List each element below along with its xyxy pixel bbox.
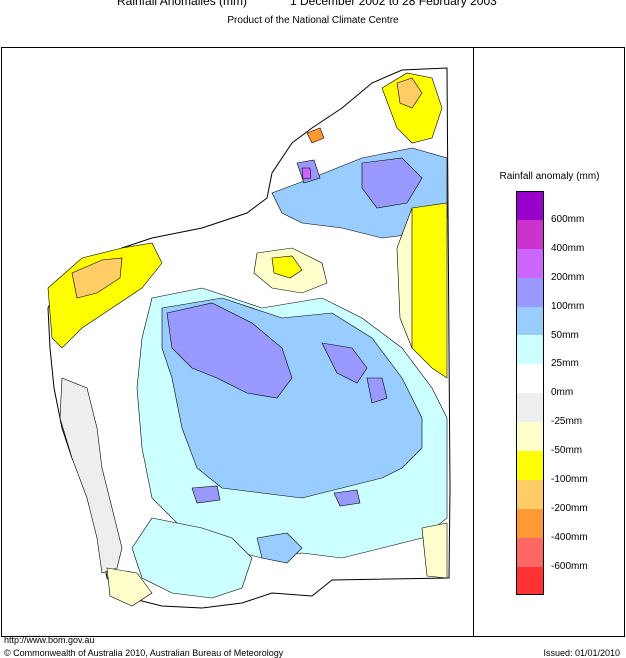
legend-swatch <box>516 364 544 394</box>
blue-patch-south <box>256 532 303 564</box>
pale-yellow-region-east <box>396 207 413 349</box>
legend-label: 400mm <box>551 242 585 254</box>
map-title: Rainfall Anomalies (mm) <box>117 0 248 8</box>
yellow-blob-center <box>271 255 303 279</box>
legend-swatch <box>516 306 544 336</box>
legend-swatch <box>516 422 544 452</box>
yellow-region-pilbara <box>47 242 163 349</box>
legend-label: 50mm <box>551 329 579 341</box>
legend-label: -200mm <box>551 502 588 514</box>
legend-label: 25mm <box>551 358 579 370</box>
purple-region-center <box>166 302 293 399</box>
title-row: Rainfall Anomalies (mm) 1 December 2002 … <box>0 0 626 10</box>
orange-spot-northwest <box>306 127 325 144</box>
legend-label: -50mm <box>551 445 583 457</box>
map-frame <box>1 47 625 637</box>
legend-swatch <box>516 335 544 365</box>
orange-region-pilbara <box>71 257 123 299</box>
legend-color-bar <box>516 191 544 596</box>
pale-yellow-patch-sw <box>106 567 153 607</box>
purple-patch-south <box>191 485 221 504</box>
legend-label: -600mm <box>551 560 588 572</box>
map-subtitle: Product of the National Climate Centre <box>227 15 399 26</box>
legend-swatch <box>516 393 544 423</box>
magenta-spot-north <box>301 167 312 180</box>
map-period: 1 December 2002 to 28 February 2003 <box>290 0 497 8</box>
legend-swatch <box>516 191 544 220</box>
legend-swatch <box>516 219 544 249</box>
legend-title: Rainfall anomaly (mm) <box>499 171 600 182</box>
legend-label: -100mm <box>551 474 588 485</box>
legend-label: -25mm <box>551 416 583 428</box>
purple-region-east <box>321 342 368 384</box>
legend-swatch <box>516 451 544 480</box>
orange-region-kimberley <box>396 77 423 109</box>
legend-label: -400mm <box>551 531 588 543</box>
footer-copyright: © Commonwealth of Australia 2010, Austra… <box>4 648 284 658</box>
legend-swatch <box>516 537 544 567</box>
legend-label: 100mm <box>551 300 585 312</box>
legend: Rainfall anomaly (mm) 600mm 400mm 200mm 100… <box>474 47 625 637</box>
purple-region-north <box>361 157 423 209</box>
rainfall-anomaly-map <box>47 67 451 609</box>
cyan-patch-south <box>131 517 253 599</box>
footer-issued-date: Issued: 01/01/2010 <box>543 648 620 658</box>
footer-url[interactable]: http://www.bom.gov.au <box>4 635 95 645</box>
legend-label: 0mm <box>551 387 574 399</box>
legend-swatch <box>516 479 544 509</box>
purple-region-east-small <box>366 377 388 404</box>
map-legend-divider <box>473 47 474 637</box>
grey-region-sw <box>59 377 123 574</box>
legend-swatch <box>516 508 544 538</box>
pale-yellow-patch-east <box>421 522 448 579</box>
legend-label: 600mm <box>551 213 585 225</box>
legend-swatch <box>516 277 544 307</box>
legend-swatch <box>516 248 544 278</box>
purple-patch-southeast <box>333 489 361 507</box>
legend-swatch <box>516 566 544 596</box>
legend-label: 200mm <box>551 271 585 283</box>
